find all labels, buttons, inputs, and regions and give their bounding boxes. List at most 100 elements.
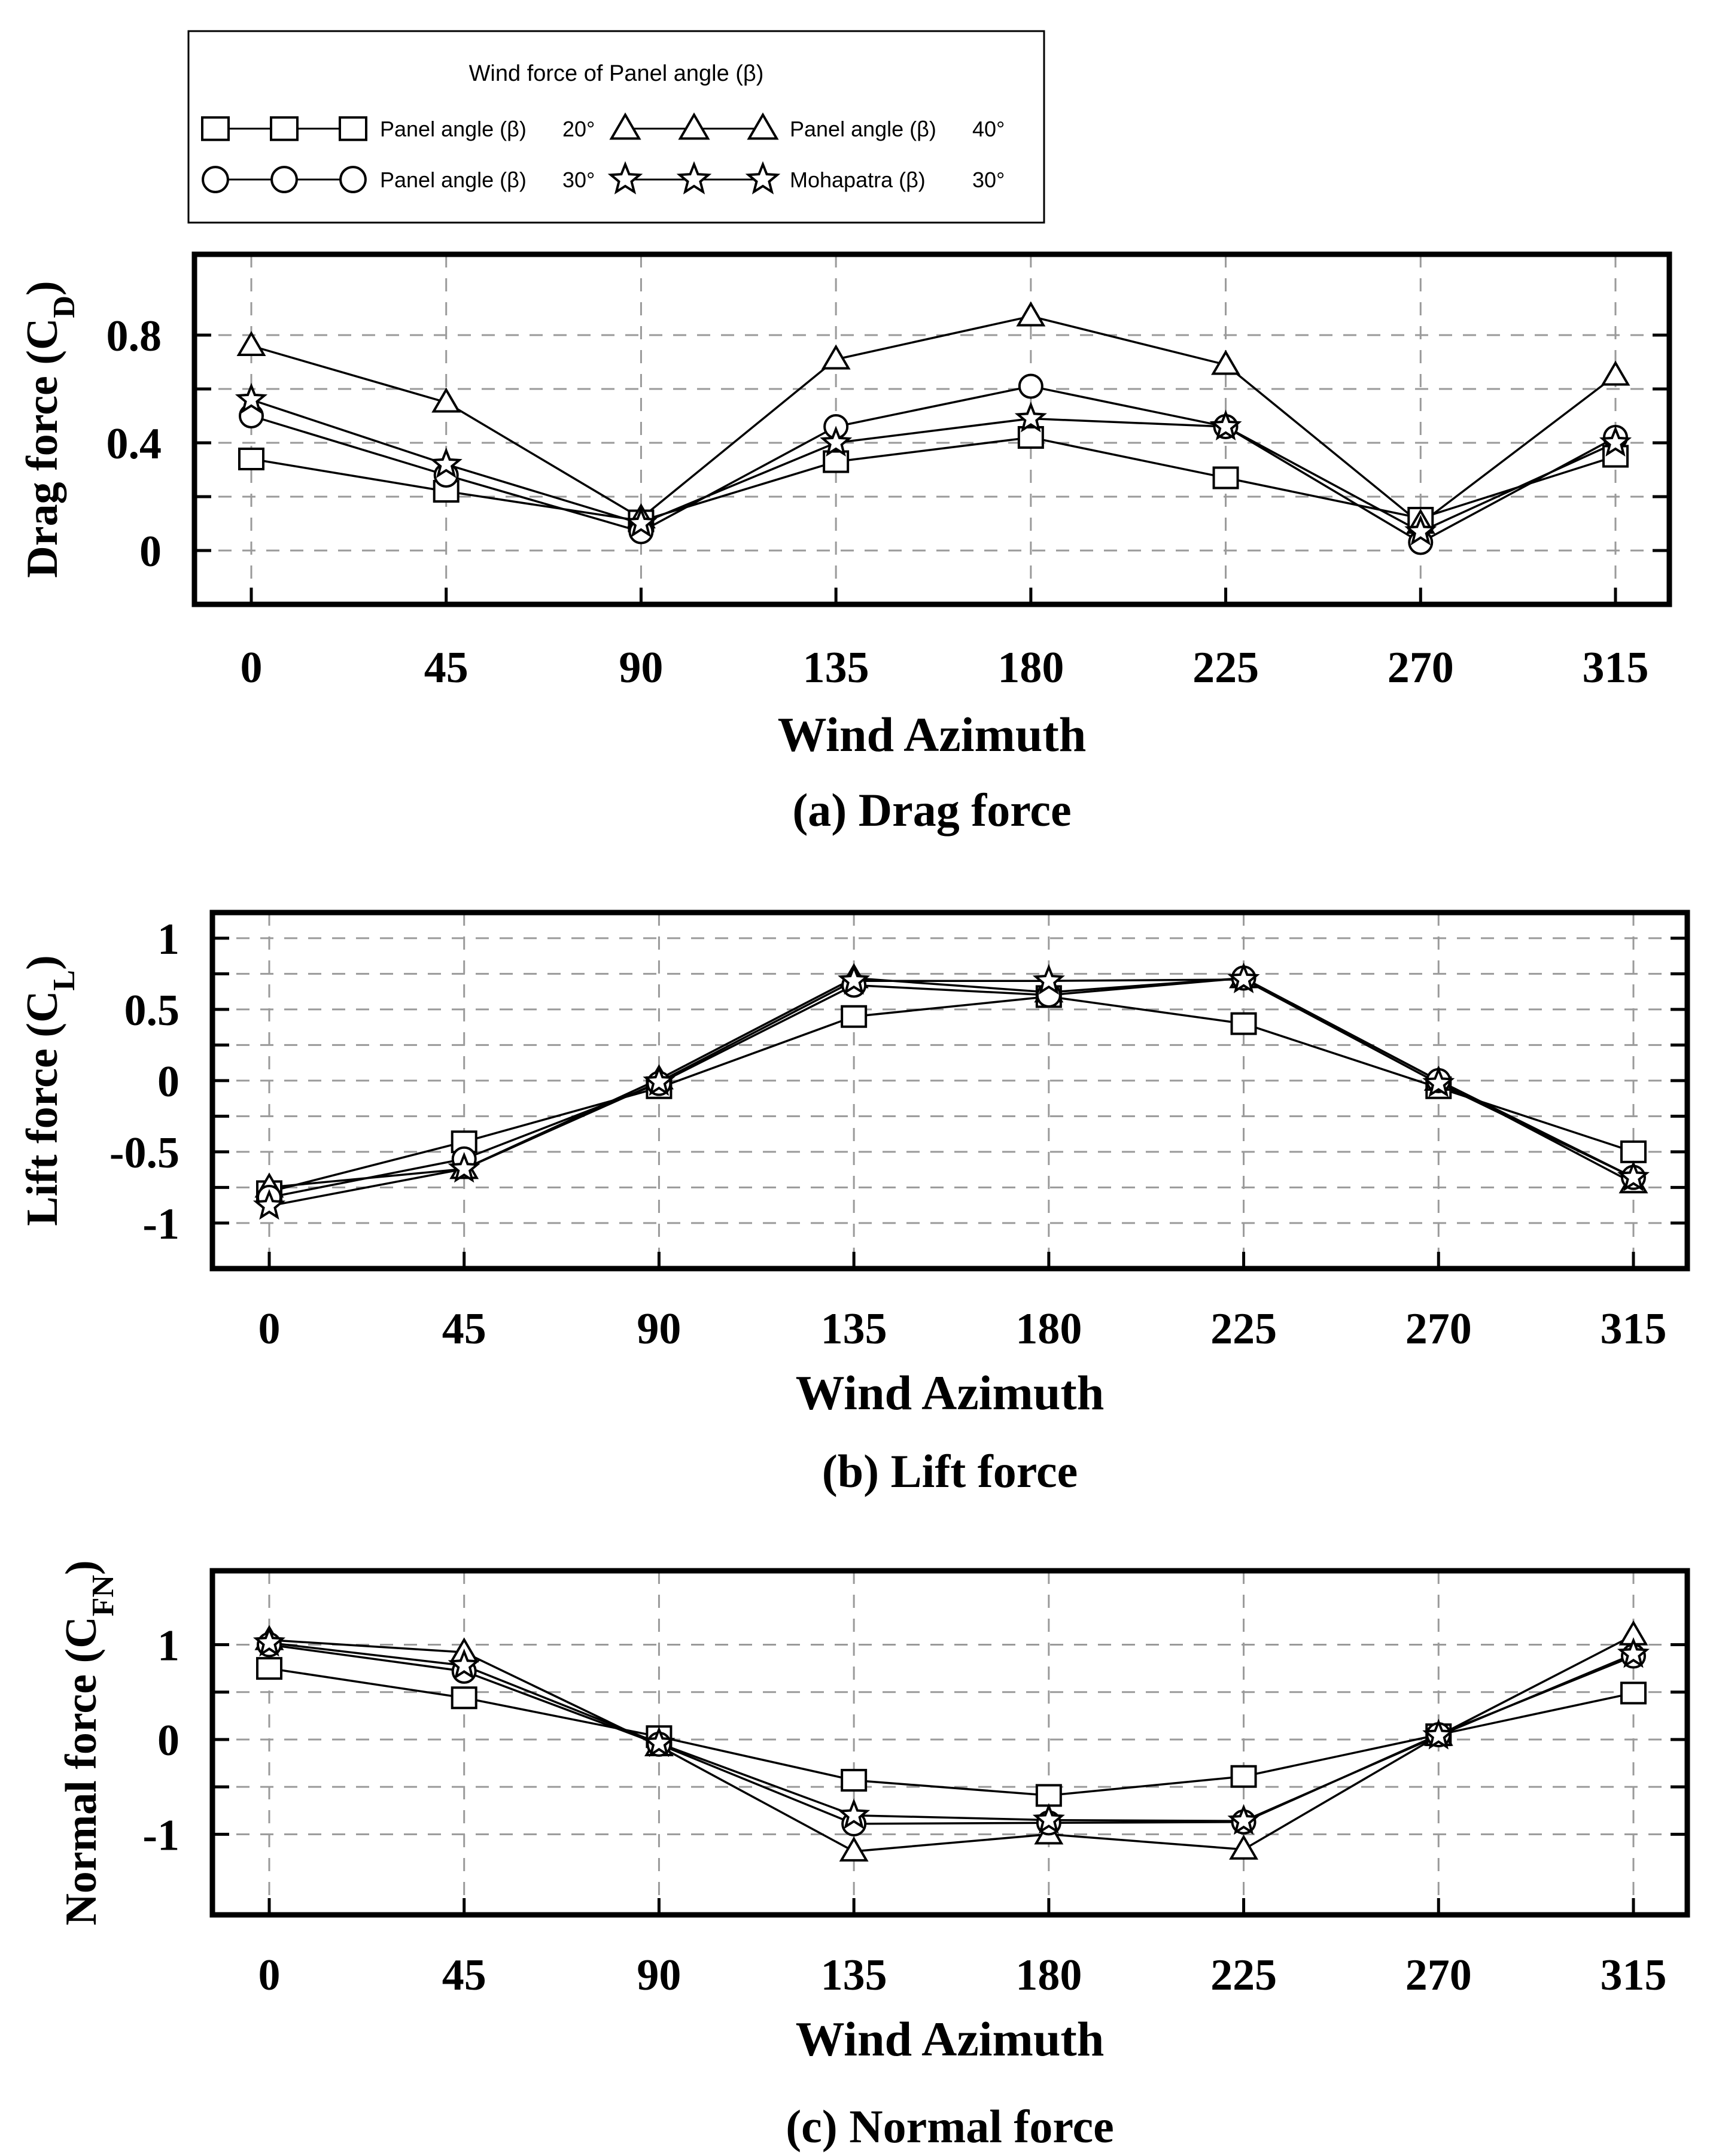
y-tick-label: -1 [142,1811,179,1860]
data-point-square [1620,1681,1647,1705]
data-point-star [1599,425,1632,457]
y-tick-label: 0.4 [107,419,162,469]
legend-label: Panel angle (β) [380,168,527,192]
data-point-square [1230,1765,1257,1788]
x-tick-label: 135 [821,1951,887,2000]
series-line-star [269,1641,1634,1822]
x-tick-label: 135 [821,1304,887,1354]
data-point-square [1620,1140,1647,1163]
x-tick-label: 45 [442,1304,486,1354]
data-point-star [1032,1803,1065,1834]
data-point-star [430,447,463,479]
y-tick-label: -1 [142,1200,179,1249]
series-line-circle [269,977,1634,1199]
series-line-square [251,436,1616,522]
series-line-triangle [269,1634,1634,1853]
y-tick-label: 1 [157,1622,179,1671]
x-tick-label: 0 [258,1951,281,2000]
data-point-circle [1018,373,1043,399]
data-point-triangle [1211,349,1241,375]
data-point-star [838,1798,871,1829]
panel-caption: (b) Lift force [822,1445,1078,1497]
legend-marker-square [339,116,367,141]
data-point-star [252,1188,286,1220]
series-line-triangle [251,315,1617,525]
x-tick-label: 90 [637,1304,681,1354]
x-tick-label: 180 [997,643,1064,692]
data-point-square [841,1005,868,1028]
x-tick-label: 315 [1583,643,1649,692]
series-line-star [269,978,1634,1208]
panel-drag-force: 0 45 90 135 180 225 270 315 0.8 0.4 0 Wind Azimuth D… [18,251,1672,836]
y-axis-label: Drag force (CD) [18,281,81,577]
y-tick-label: 0.5 [124,986,180,1035]
x-tick-label: 225 [1210,1951,1277,2000]
x-tick-label: 225 [1210,1304,1277,1354]
x-axis-label: Wind Azimuth [796,2012,1105,2066]
plot-frame [209,910,1690,1272]
legend-marker-square [270,116,299,141]
x-tick-label: 270 [1388,643,1454,692]
y-tick-label: 1 [157,915,179,964]
data-point-star [1032,963,1065,995]
data-point-square [1212,466,1239,489]
panel-normal-force: 0 45 90 135 180 225 270 315 1 0 -1 Wind Azimuth Norm… [57,1560,1690,2152]
data-point-star [1209,409,1242,441]
legend-value: 20° [562,117,595,141]
panel-caption: (c) Normal force [786,2100,1114,2152]
plot-frame [209,1568,1690,1918]
data-point-square [841,1769,868,1792]
legend-marker-star [676,161,712,194]
y-axis-label: Normal force (CFN) [57,1560,120,1925]
x-tick-label: 180 [1015,1304,1082,1354]
data-point-star [1014,402,1047,433]
x-tick-label: 315 [1601,1951,1667,2000]
y-tick-label: 0 [139,527,162,576]
x-tick-label: 270 [1405,1304,1472,1354]
data-point-triangle [1601,360,1630,386]
legend-marker-triangle [747,112,779,140]
plot-frame [191,251,1672,607]
panel-lift-force: 0 45 90 135 180 225 270 315 1 0.5 0 -0.5 -1 Wind Azim… [18,910,1690,1497]
x-tick-label: 180 [1015,1951,1082,2000]
legend-marker-circle [202,166,229,193]
legend-marker-square [201,116,230,141]
x-tick-label: 0 [258,1304,281,1354]
legend-entry-square: Panel angle (β) 20° [201,116,595,141]
data-point-star [820,425,853,457]
legend-value: 40° [972,117,1005,141]
data-point-star [252,1625,286,1657]
y-tick-label: -0.5 [109,1129,179,1178]
grid [212,1571,1687,1915]
data-point-star [1617,1637,1650,1668]
legend-label: Mohapatra (β) [790,168,926,192]
y-tick-label: 0 [157,1057,179,1106]
x-tick-label: 90 [619,643,663,692]
x-tick-label: 270 [1405,1951,1472,2000]
legend-label: Panel angle (β) [790,117,936,141]
legend-value: 30° [972,168,1005,192]
data-point-star [1617,1160,1650,1191]
data-point-star [1422,1066,1455,1097]
data-point-star [1227,962,1260,993]
data-point-star [1227,1804,1260,1835]
data-point-triangle [821,344,851,370]
legend-entry-circle: Panel angle (β) 30° [202,166,595,193]
x-axis-label: Wind Azimuth [778,707,1087,762]
data-point-star [625,506,658,538]
data-point-star [643,1726,676,1757]
series-line-square [269,1667,1634,1797]
data-point-triangle [431,387,461,413]
data-point-square [238,448,264,470]
x-tick-label: 45 [424,643,468,692]
data-point-star [235,382,268,414]
data-point-star [448,1151,480,1183]
legend-marker-circle [270,166,298,193]
legend-value: 30° [562,168,595,192]
grid [194,254,1669,604]
data-point-triangle [236,331,266,356]
data-point-square [1230,1012,1257,1035]
legend: Wind force of Panel angle (β) Panel angl… [187,30,1045,224]
legend-marker-star [745,161,781,194]
